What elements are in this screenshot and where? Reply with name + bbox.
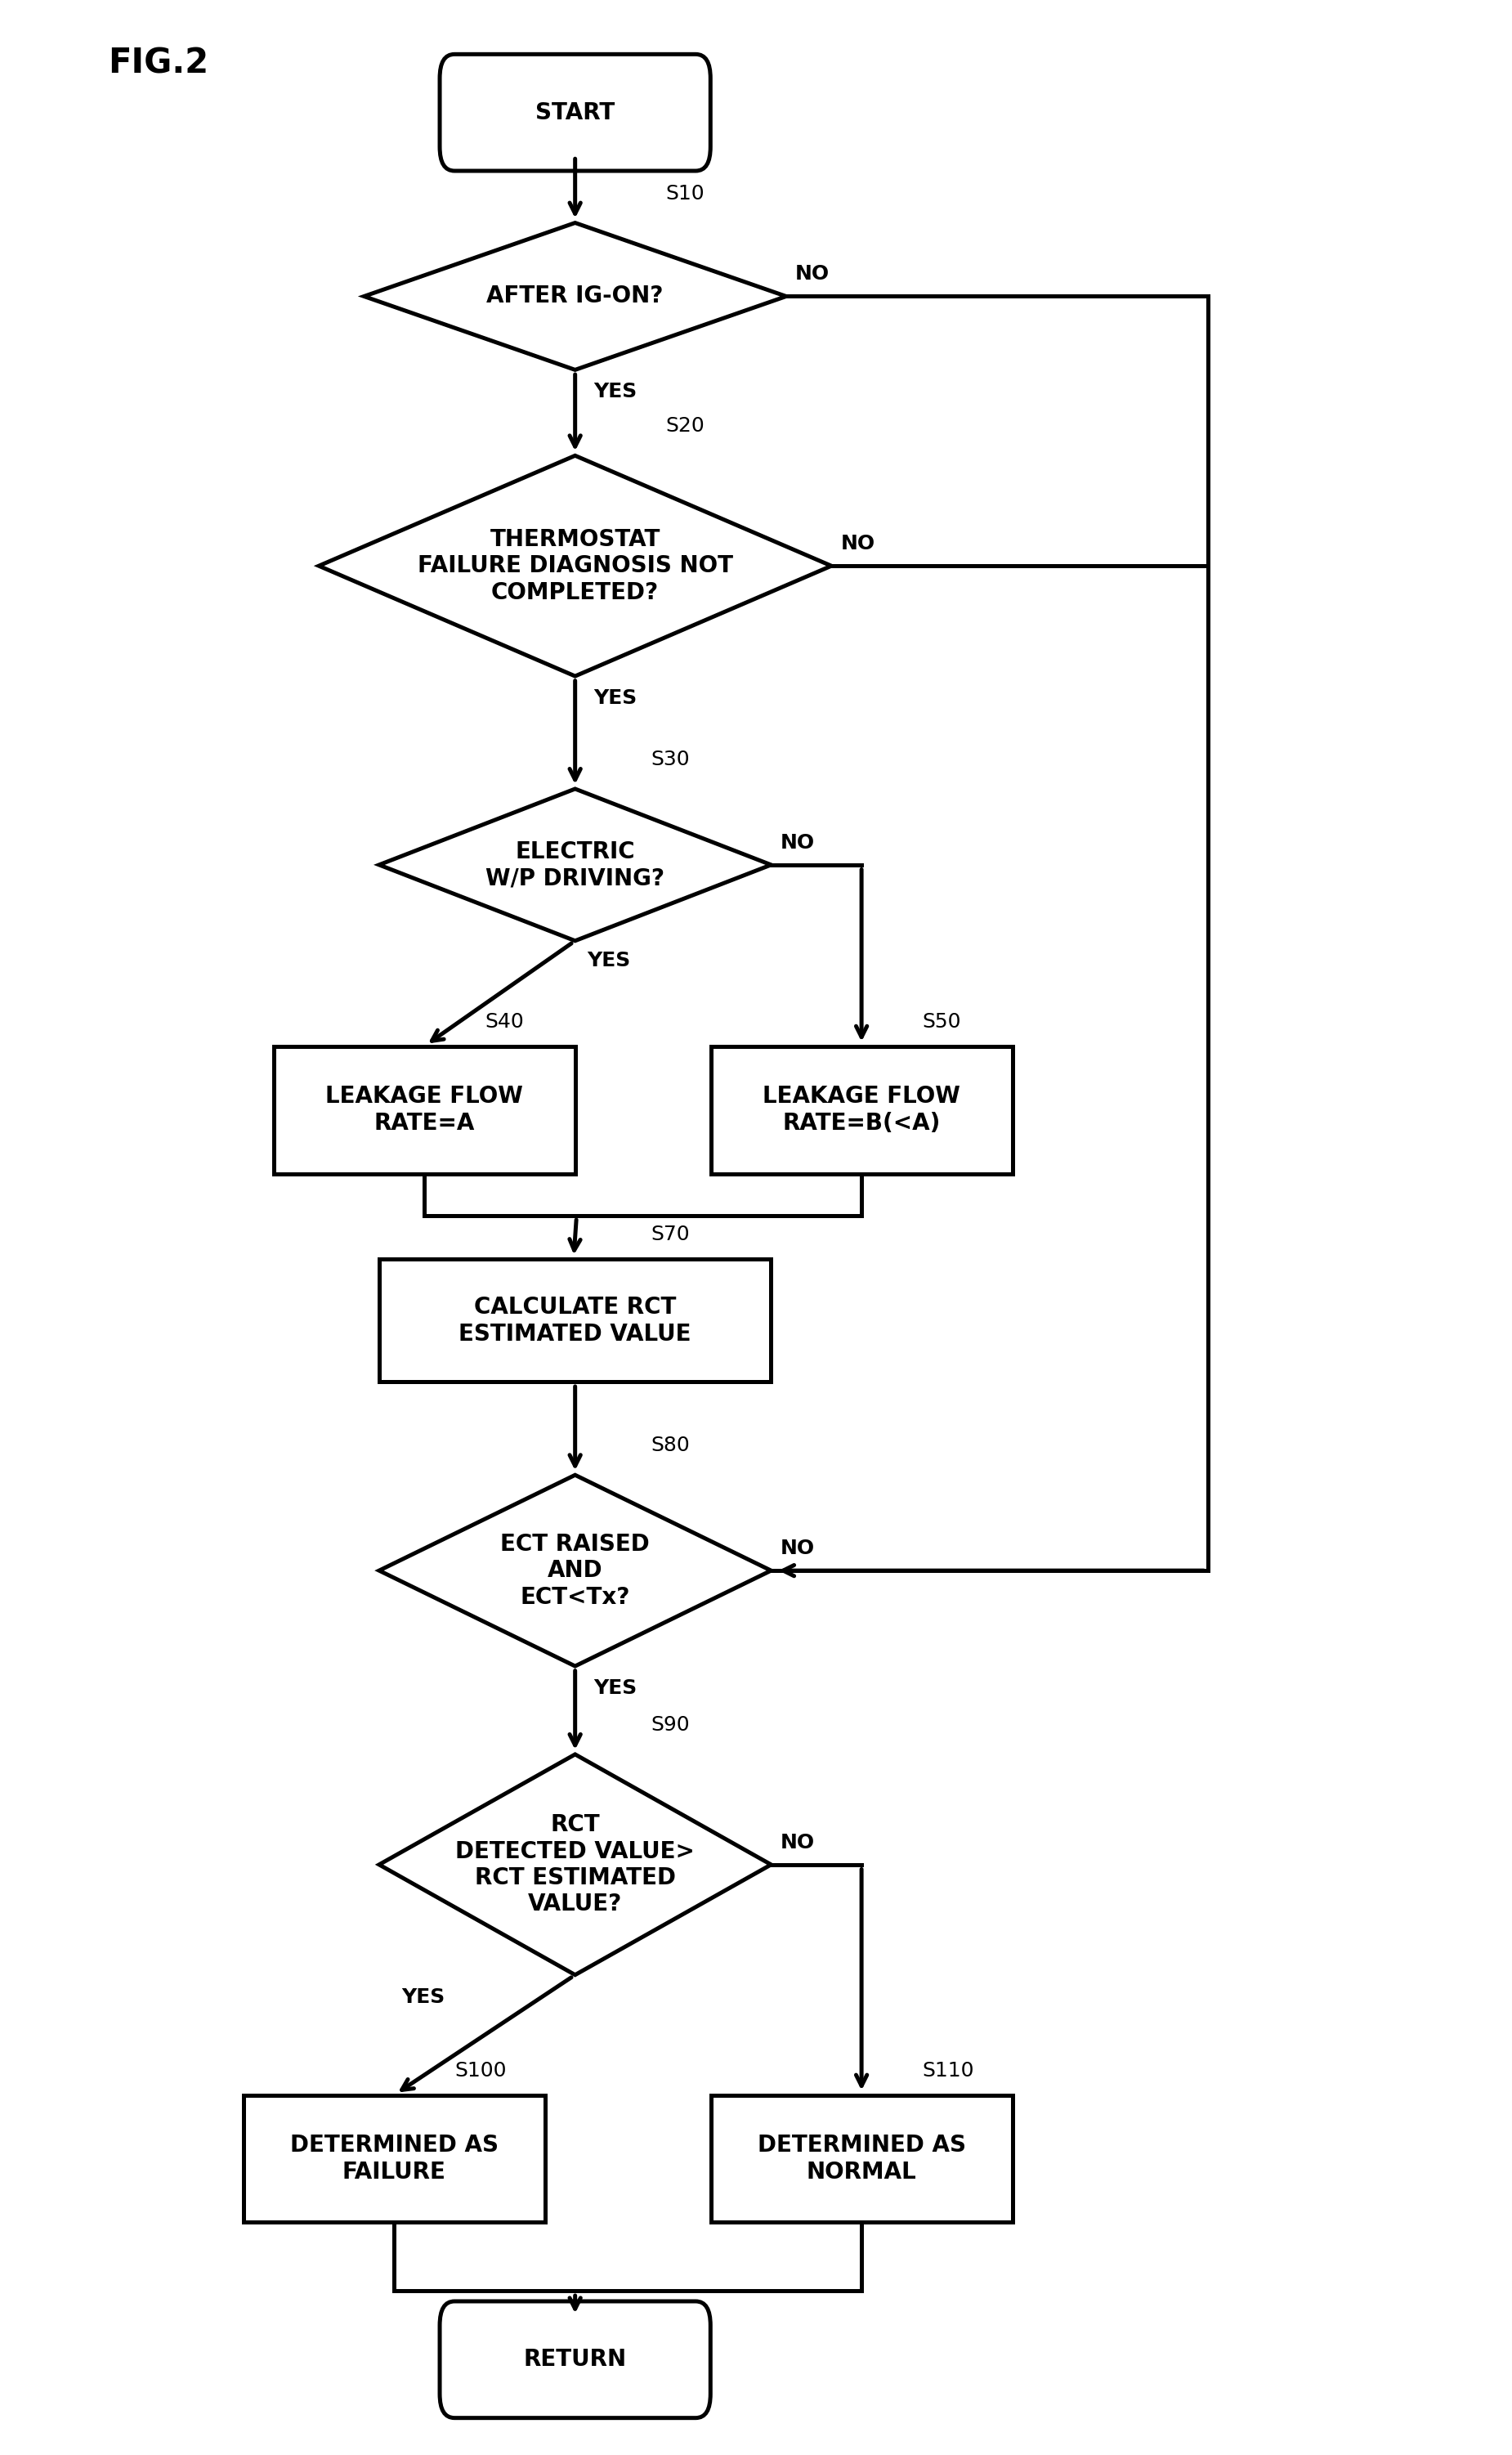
Bar xyxy=(711,2094,1012,2222)
Text: YES: YES xyxy=(593,1679,637,1699)
Text: S40: S40 xyxy=(485,1011,523,1031)
Text: DETERMINED AS
NORMAL: DETERMINED AS NORMAL xyxy=(758,2133,966,2182)
Polygon shape xyxy=(319,457,832,675)
Text: ECT RAISED
AND
ECT<Tx?: ECT RAISED AND ECT<Tx? xyxy=(500,1532,650,1608)
Text: S20: S20 xyxy=(665,417,705,437)
Text: S70: S70 xyxy=(650,1225,689,1245)
Text: CALCULATE RCT
ESTIMATED VALUE: CALCULATE RCT ESTIMATED VALUE xyxy=(458,1296,691,1345)
FancyBboxPatch shape xyxy=(440,54,711,172)
Text: NO: NO xyxy=(795,265,830,285)
Polygon shape xyxy=(380,1755,771,1974)
Text: S100: S100 xyxy=(455,2060,507,2079)
Bar xyxy=(274,1046,575,1173)
Bar xyxy=(243,2094,544,2222)
Text: LEAKAGE FLOW
RATE=A: LEAKAGE FLOW RATE=A xyxy=(325,1085,523,1134)
Text: NO: NO xyxy=(780,832,815,852)
Text: THERMOSTAT
FAILURE DIAGNOSIS NOT
COMPLETED?: THERMOSTAT FAILURE DIAGNOSIS NOT COMPLET… xyxy=(417,528,733,604)
Polygon shape xyxy=(364,223,786,371)
Text: S80: S80 xyxy=(650,1436,689,1456)
Text: DETERMINED AS
FAILURE: DETERMINED AS FAILURE xyxy=(290,2133,499,2182)
Text: NO: NO xyxy=(841,535,875,555)
Polygon shape xyxy=(380,788,771,940)
Text: YES: YES xyxy=(402,1986,445,2006)
Text: AFTER IG-ON?: AFTER IG-ON? xyxy=(487,285,664,307)
Text: NO: NO xyxy=(780,1539,815,1559)
Text: S90: S90 xyxy=(650,1716,689,1736)
Text: S110: S110 xyxy=(922,2060,974,2079)
Text: YES: YES xyxy=(593,687,637,707)
Text: ELECTRIC
W/P DRIVING?: ELECTRIC W/P DRIVING? xyxy=(485,840,665,889)
Text: S50: S50 xyxy=(922,1011,960,1031)
Text: YES: YES xyxy=(587,950,631,970)
Text: RCT
DETECTED VALUE>
RCT ESTIMATED
VALUE?: RCT DETECTED VALUE> RCT ESTIMATED VALUE? xyxy=(455,1814,696,1915)
Text: START: START xyxy=(535,101,615,125)
FancyBboxPatch shape xyxy=(440,2300,711,2418)
Text: S30: S30 xyxy=(650,749,689,768)
Text: S10: S10 xyxy=(665,184,705,204)
Text: NO: NO xyxy=(780,1834,815,1854)
Text: LEAKAGE FLOW
RATE=B(<A): LEAKAGE FLOW RATE=B(<A) xyxy=(762,1085,960,1134)
Text: YES: YES xyxy=(593,383,637,403)
Text: FIG.2: FIG.2 xyxy=(107,47,209,81)
Text: RETURN: RETURN xyxy=(523,2347,626,2372)
Polygon shape xyxy=(380,1475,771,1667)
Bar xyxy=(711,1046,1012,1173)
Bar xyxy=(380,1259,771,1382)
